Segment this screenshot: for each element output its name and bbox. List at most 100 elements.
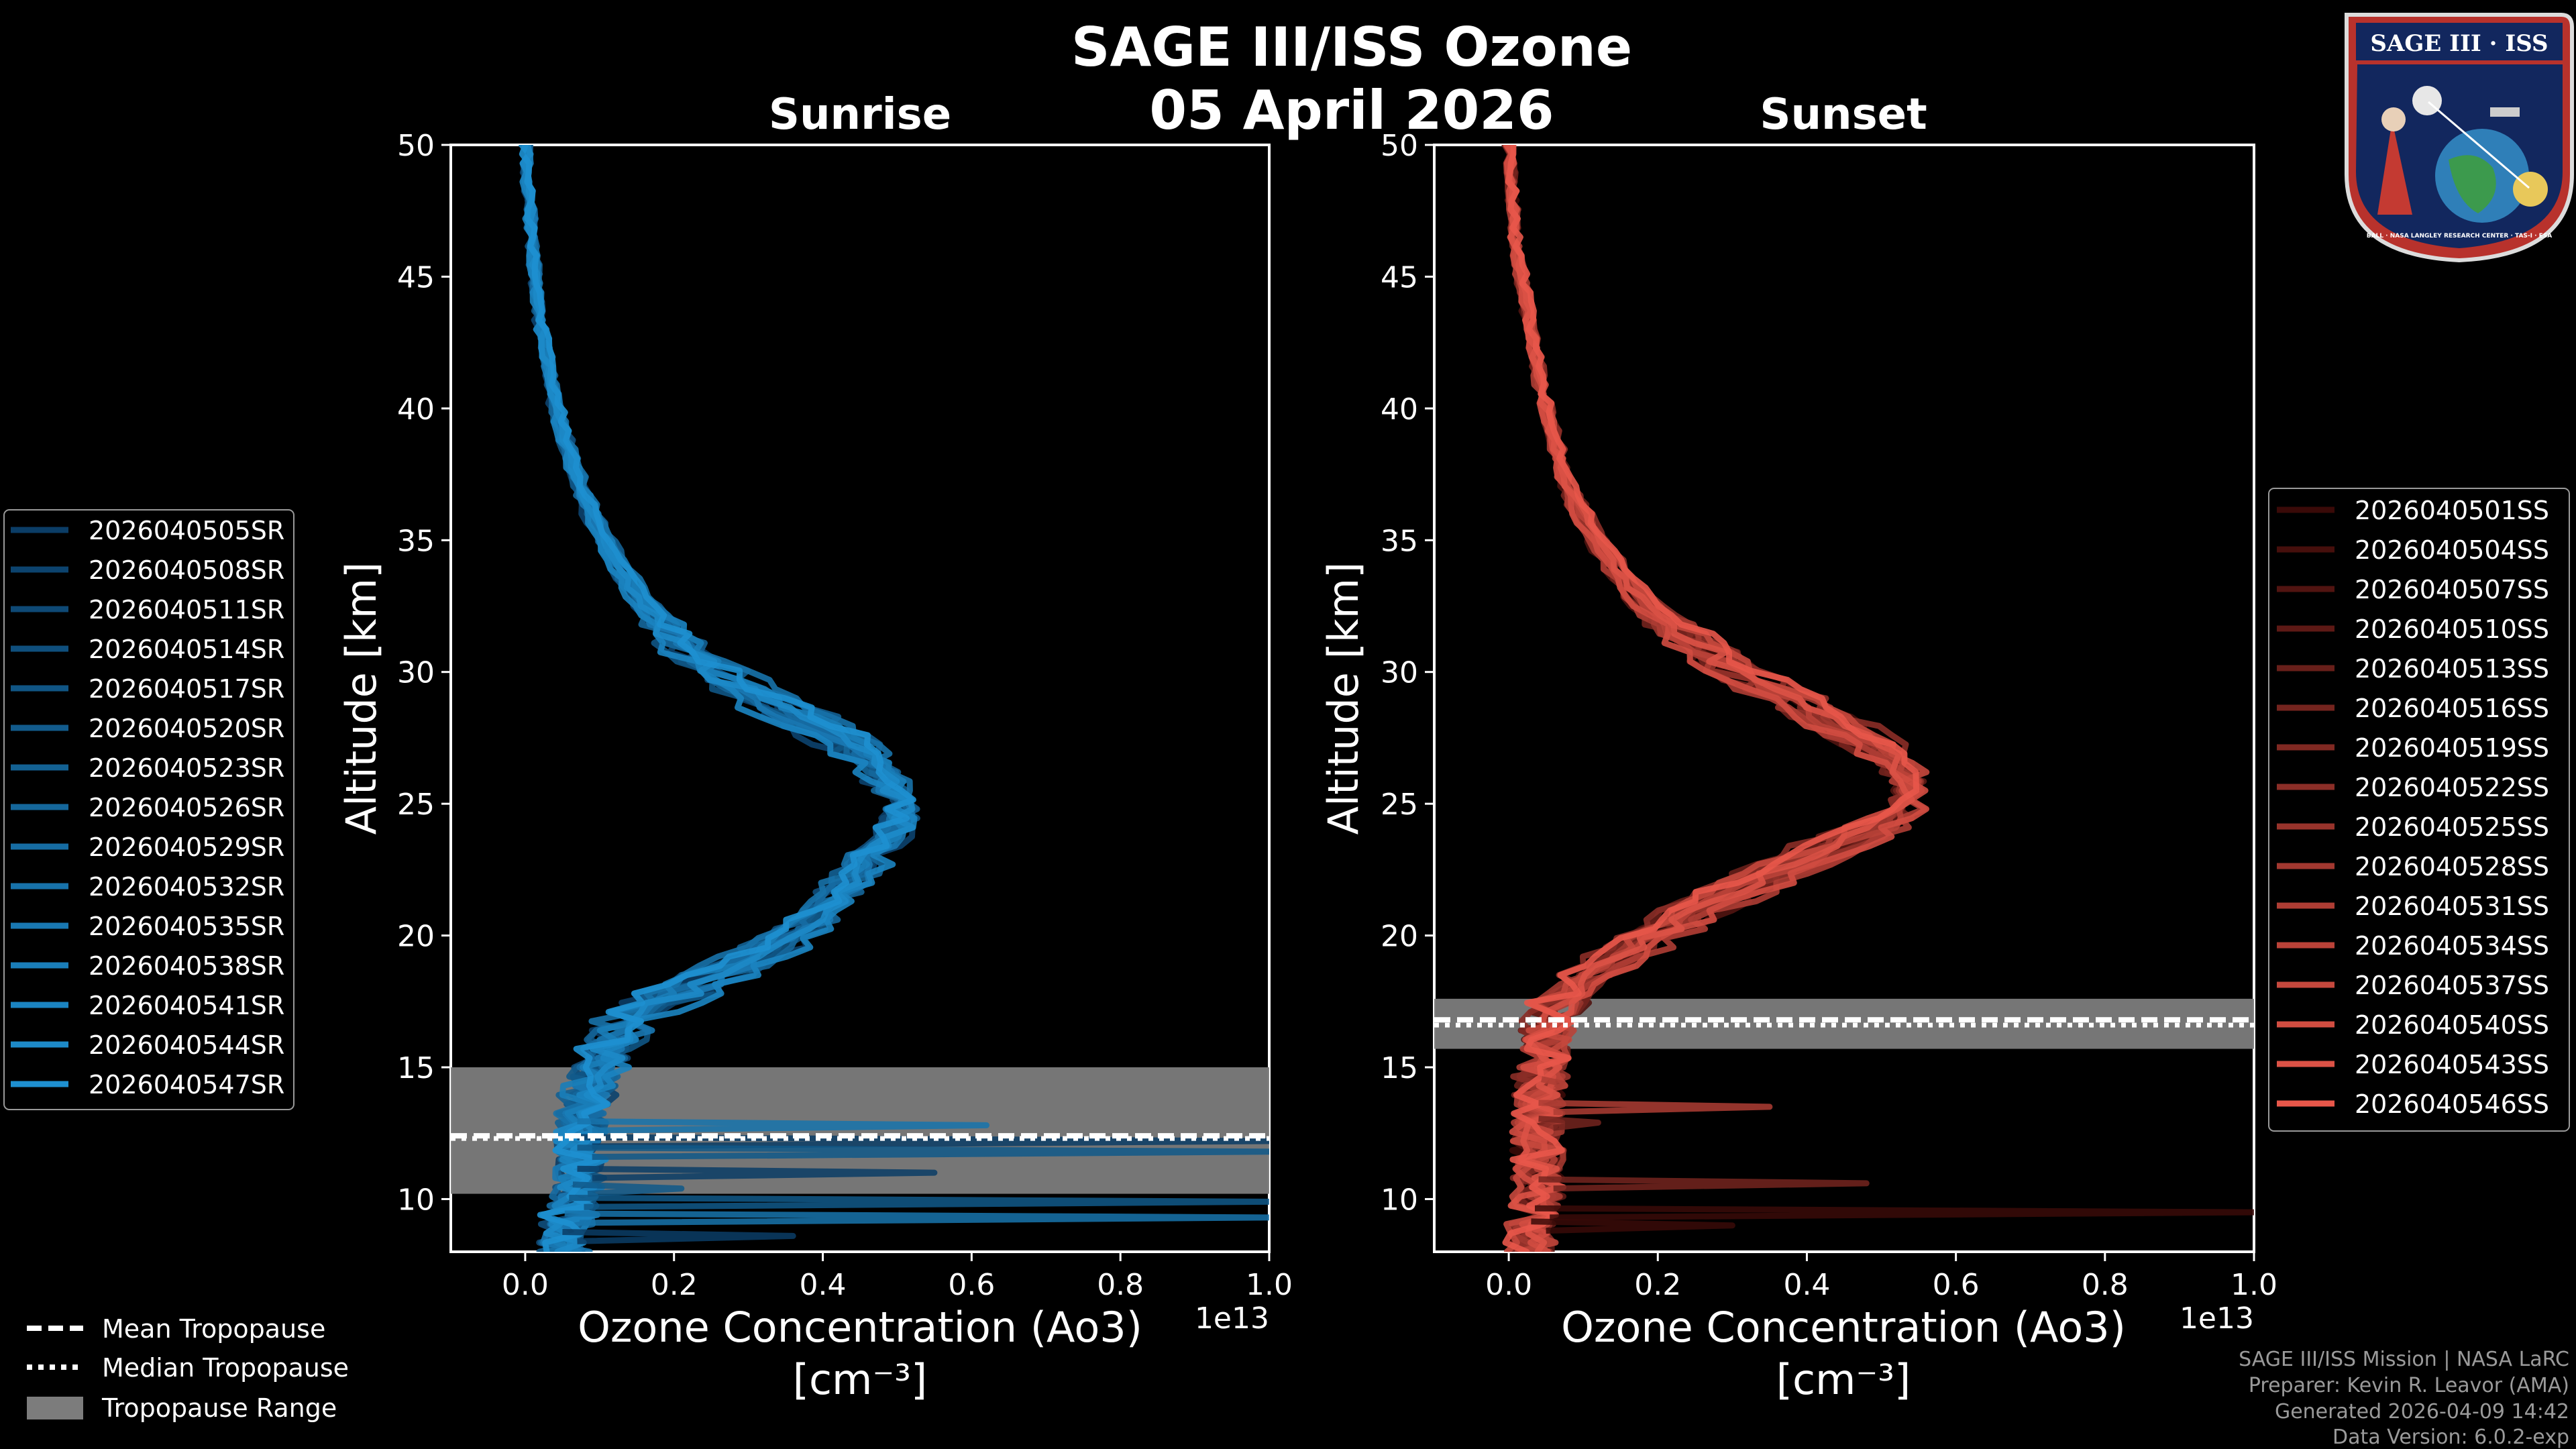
sunrise-x-tick-label: 1.0 xyxy=(1246,1268,1293,1302)
sunset-profile-line xyxy=(1502,145,1920,1252)
credits: SAGE III/ISS Mission | NASA LaRC Prepare… xyxy=(2239,1348,2569,1449)
sunrise-x-tick-label: 0.6 xyxy=(948,1268,995,1302)
sunset-x-axis-unit: [cm⁻³] xyxy=(1776,1355,1911,1404)
credit-mission: SAGE III/ISS Mission | NASA LaRC xyxy=(2239,1348,2569,1371)
sunset-profile-spike xyxy=(1538,1116,1601,1131)
sunrise-y-tick-label: 50 xyxy=(397,129,435,163)
sunset-y-tick-label: 30 xyxy=(1381,656,1418,690)
sunset-x-tick-label: 0.4 xyxy=(1783,1268,1830,1302)
logo-ring-text: BALL · NASA LANGLEY RESEARCH CENTER · TA… xyxy=(2367,233,2553,239)
sunset-x-tick-label: 0.0 xyxy=(1485,1268,1532,1302)
sunset-legend-label: 2026040543SS xyxy=(2355,1050,2549,1079)
sunrise-legend-label: 2026040517SR xyxy=(89,674,284,704)
tropopause-range-swatch xyxy=(27,1397,83,1419)
sunset-legend-label: 2026040531SS xyxy=(2355,892,2549,921)
sunrise-y-axis-label: Altitude [km] xyxy=(337,562,386,835)
sunrise-y-tick-label: 20 xyxy=(397,920,435,954)
sunrise-x-tick-label: 0.4 xyxy=(800,1268,847,1302)
sunset-legend-label: 2026040525SS xyxy=(2355,812,2549,842)
sunrise-x-tick-label: 0.0 xyxy=(502,1268,549,1302)
sunset-legend-label: 2026040546SS xyxy=(2355,1089,2549,1119)
sunrise-profile-line xyxy=(519,145,916,1252)
sunrise-profile-line xyxy=(519,145,918,1252)
sunset-legend-label: 2026040537SS xyxy=(2355,971,2549,1000)
figure-date: 05 April 2026 xyxy=(1149,79,1554,142)
sunset-y-tick-label: 50 xyxy=(1381,129,1418,163)
sunrise-profile-spike xyxy=(562,1229,796,1244)
sunrise-legend-label: 2026040526SR xyxy=(89,793,284,822)
mean-tropopause-label: Mean Tropopause xyxy=(102,1314,325,1344)
sunset-y-tick-label: 20 xyxy=(1381,920,1418,954)
sunset-profile-spike xyxy=(1538,1176,1870,1192)
sunset-panel-title: Sunset xyxy=(1760,90,1927,140)
sunset-x-scale-label: 1e13 xyxy=(2180,1301,2254,1336)
sunrise-profile-spike xyxy=(572,1181,685,1197)
sunset-legend-label: 2026040504SS xyxy=(2355,535,2549,565)
sunrise-profile-spike xyxy=(577,1165,938,1181)
sunrise-y-tick-label: 35 xyxy=(397,524,435,558)
sunset-legend-label: 2026040510SS xyxy=(2355,614,2549,644)
sunset-profile-spike xyxy=(1531,1218,1735,1234)
credit-preparer: Preparer: Kevin R. Leavor (AMA) xyxy=(2249,1374,2569,1397)
sunrise-y-tick-label: 45 xyxy=(397,260,435,294)
sunset-chart: 0.0 0.2 0.4 0.6 0.8 1.0 10 15 20 25 30 35 40 45 50 Alt… xyxy=(1319,129,2277,1404)
sunset-legend: 2026040501SS 2026040504SS 2026040507SS 2026… xyxy=(2268,488,2570,1132)
sunset-y-tick-label: 25 xyxy=(1381,788,1418,822)
sunset-profile-spike xyxy=(1534,1205,2254,1221)
sunset-x-tick-label: 0.8 xyxy=(2082,1268,2129,1302)
median-tropopause-label: Median Tropopause xyxy=(102,1353,349,1383)
sunset-x-tick-label: 0.6 xyxy=(1933,1268,1980,1302)
sunrise-legend-label: 2026040520SR xyxy=(89,714,284,743)
sunset-x-tick-label: 1.0 xyxy=(2231,1268,2277,1302)
sunset-legend-label: 2026040522SS xyxy=(2355,773,2549,802)
sunrise-y-tick-label: 40 xyxy=(397,392,435,427)
sunset-profile-spike xyxy=(1541,1076,1564,1091)
sunset-legend-label: 2026040540SS xyxy=(2355,1010,2549,1040)
sunset-legend-label: 2026040516SS xyxy=(2355,694,2549,723)
sunrise-legend-label: 2026040505SR xyxy=(89,516,284,545)
figure-title: SAGE III/ISS Ozone xyxy=(1071,16,1632,78)
sunrise-legend-label: 2026040514SR xyxy=(89,635,284,664)
sunrise-x-axis-label: Ozone Concentration (Ao3) xyxy=(578,1303,1142,1352)
sunrise-legend: 2026040505SR 2026040508SR 2026040511SR 2026… xyxy=(3,509,294,1110)
sunrise-legend-label: 2026040547SR xyxy=(89,1070,284,1099)
sunrise-y-tick-label: 30 xyxy=(397,656,435,690)
sage-iii-iss-logo: SAGE III · ISS BALL · NASA LANGLEY RESEA… xyxy=(2345,13,2574,263)
sunrise-legend-label: 2026040541SR xyxy=(89,991,284,1020)
tropopause-range-label: Tropopause Range xyxy=(101,1393,337,1423)
sunset-legend-label: 2026040519SS xyxy=(2355,733,2549,763)
sunrise-x-tick-label: 0.8 xyxy=(1097,1268,1144,1302)
sunset-y-tick-label: 15 xyxy=(1381,1051,1418,1085)
sunset-x-tick-label: 0.2 xyxy=(1634,1268,1681,1302)
credit-generated: Generated 2026-04-09 14:42 xyxy=(2275,1400,2569,1424)
sunset-y-tick-label: 10 xyxy=(1381,1183,1418,1217)
sunrise-chart: 0.0 0.2 0.4 0.6 0.8 1.0 10 15 20 25 30 35 40 45 50 Alt… xyxy=(337,129,1293,1404)
tropopause-legend: Mean Tropopause Median Tropopause Tropop… xyxy=(27,1314,349,1423)
sunset-y-tick-label: 40 xyxy=(1381,392,1418,427)
sunrise-legend-label: 2026040535SR xyxy=(89,912,284,941)
sunrise-x-axis-unit: [cm⁻³] xyxy=(793,1355,927,1404)
sunset-x-axis-label: Ozone Concentration (Ao3) xyxy=(1561,1303,2126,1352)
sunrise-x-tick-label: 0.2 xyxy=(651,1268,698,1302)
sunrise-profile-spike xyxy=(564,1210,1269,1226)
sunset-legend-label: 2026040507SS xyxy=(2355,575,2549,604)
logo-text: SAGE III · ISS xyxy=(2370,30,2548,57)
sunset-legend-label: 2026040534SS xyxy=(2355,931,2549,961)
sunset-profile-spike xyxy=(1538,1099,1773,1116)
sunrise-legend-label: 2026040523SR xyxy=(89,753,284,783)
sunset-legend-label: 2026040528SS xyxy=(2355,852,2549,881)
sunrise-legend-label: 2026040511SR xyxy=(89,595,284,625)
sunrise-legend-label: 2026040544SR xyxy=(89,1030,284,1060)
sunrise-y-tick-label: 10 xyxy=(397,1183,435,1217)
sunrise-legend-label: 2026040532SR xyxy=(89,872,284,902)
sunset-y-axis-label: Altitude [km] xyxy=(1319,562,1368,835)
sunset-legend-label: 2026040513SS xyxy=(2355,654,2549,684)
sunset-legend-label: 2026040501SS xyxy=(2355,496,2549,525)
sunrise-profile-spike xyxy=(577,1144,1269,1161)
sunrise-panel-title: Sunrise xyxy=(769,90,951,140)
sunrise-profile-spike xyxy=(577,1118,989,1134)
sunrise-legend-label: 2026040508SR xyxy=(89,555,284,585)
sunrise-x-scale-label: 1e13 xyxy=(1195,1301,1269,1336)
sunset-y-tick-label: 35 xyxy=(1381,524,1418,558)
